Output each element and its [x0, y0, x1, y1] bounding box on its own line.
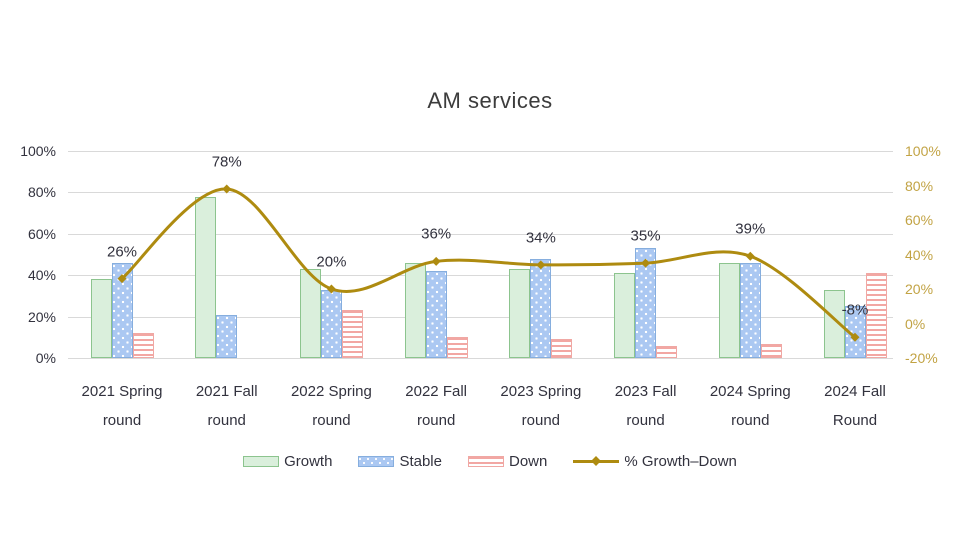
bar-down — [656, 345, 678, 358]
line-data-label: 39% — [735, 220, 766, 238]
bar-down — [865, 273, 887, 358]
x-axis-label-line2: round — [102, 412, 142, 429]
bar-growth — [718, 262, 740, 358]
left-axis-tick: 0% — [35, 350, 56, 366]
x-axis-label-line2: round — [626, 412, 665, 429]
x-axis-label-line1: 2024 Spring — [709, 383, 791, 400]
bar-stable — [111, 262, 133, 358]
x-axis-label-line2: round — [416, 412, 456, 429]
x-axis-label-line1: 2023 Fall — [614, 383, 677, 400]
line-data-label: 20% — [316, 253, 347, 271]
line-data-label: 34% — [525, 229, 556, 247]
gridline — [68, 192, 893, 194]
right-axis-tick: 40% — [905, 246, 934, 263]
x-axis-label: 2024 Fall Round — [787, 377, 923, 435]
right-axis-tick: 80% — [905, 177, 934, 194]
x-axis-label: 2022 Spring round — [263, 377, 399, 435]
bar-stable — [530, 258, 552, 358]
down-swatch-icon — [468, 455, 504, 467]
chart-title: AM services — [427, 88, 553, 113]
legend-item-down: Down — [468, 453, 547, 470]
legend-label-growth-down: % Growth–Down — [624, 452, 737, 470]
x-axis-label: 2023 Spring round — [473, 377, 609, 435]
bar-growth — [90, 279, 112, 358]
left-axis-tick: 80% — [27, 184, 56, 201]
bar-growth — [195, 196, 217, 358]
bar-stable — [216, 314, 238, 358]
line-data-label: 35% — [630, 227, 661, 245]
legend-label-growth: Growth — [284, 452, 333, 470]
bar-growth — [823, 289, 845, 358]
growth-swatch-icon — [243, 455, 280, 467]
bar-down — [446, 337, 468, 358]
bar-growth — [299, 268, 321, 358]
x-axis-label-line1: 2022 Fall — [405, 383, 467, 400]
left-axis-tick: 100% — [20, 143, 56, 159]
bar-down — [341, 310, 363, 358]
left-axis-tick: 60% — [27, 225, 56, 242]
right-axis-tick: 0% — [905, 315, 926, 332]
left-axis-tick: 40% — [27, 267, 56, 284]
stable-swatch-icon — [358, 455, 395, 467]
x-axis-label-line1: 2021 Fall — [195, 383, 258, 400]
bar-stable — [320, 289, 342, 358]
x-axis-label: 2021 Fall round — [159, 377, 295, 435]
bar-growth — [404, 262, 426, 358]
x-axis-label-line2: Round — [832, 412, 878, 429]
line-data-label: 78% — [211, 153, 242, 171]
line-marker-diamond-icon — [431, 256, 441, 266]
x-axis-label: 2022 Fall round — [368, 377, 504, 435]
legend-item-growth-down-line: % Growth–Down — [573, 453, 737, 470]
gridline — [68, 275, 893, 277]
legend-item-growth: Growth — [243, 453, 332, 470]
gridline — [68, 358, 893, 359]
bar-down — [132, 333, 154, 358]
line-data-label: -8% — [841, 301, 869, 319]
x-axis-label: 2024 Spring round — [682, 377, 818, 435]
line-marker-diamond-icon — [745, 251, 755, 261]
x-axis-label-line2: round — [207, 412, 246, 429]
right-axis-tick: 20% — [905, 281, 934, 297]
x-axis-label: 2021 Spring round — [54, 377, 190, 435]
legend-label-down: Down — [509, 452, 548, 470]
x-axis-label-line1: 2021 Spring — [81, 383, 163, 400]
bar-growth — [614, 273, 636, 358]
bar-down — [551, 339, 573, 358]
x-axis-label-line1: 2023 Spring — [500, 383, 582, 400]
legend-item-stable: Stable — [358, 453, 442, 470]
right-axis-tick: 100% — [905, 143, 941, 159]
x-axis-label-line1: 2024 Fall — [824, 383, 886, 400]
x-axis-label-line2: round — [312, 412, 351, 429]
right-axis-tick: 60% — [905, 212, 934, 228]
diamond-marker-icon — [591, 456, 602, 466]
chart-legend: Growth Stable Down % Growth–Down — [0, 450, 980, 472]
gridline — [68, 151, 893, 152]
line-swatch-icon — [573, 456, 620, 466]
left-axis-tick: 20% — [27, 308, 56, 325]
right-axis-tick: -20% — [905, 350, 938, 366]
line-data-label: 26% — [106, 243, 138, 261]
legend-label-stable: Stable — [399, 452, 442, 470]
line-data-label: 36% — [421, 225, 452, 243]
bar-growth — [509, 268, 531, 358]
x-axis-label-line2: round — [521, 412, 561, 429]
x-axis-label-line1: 2022 Spring — [290, 383, 372, 400]
bar-stable — [425, 271, 447, 358]
bar-stable — [739, 262, 761, 358]
x-axis-label-line2: round — [731, 412, 770, 429]
x-axis-label: 2023 Fall round — [578, 377, 714, 435]
bar-down — [760, 343, 782, 358]
gridline — [68, 233, 893, 235]
gridline — [68, 316, 893, 318]
bar-stable — [635, 248, 657, 358]
